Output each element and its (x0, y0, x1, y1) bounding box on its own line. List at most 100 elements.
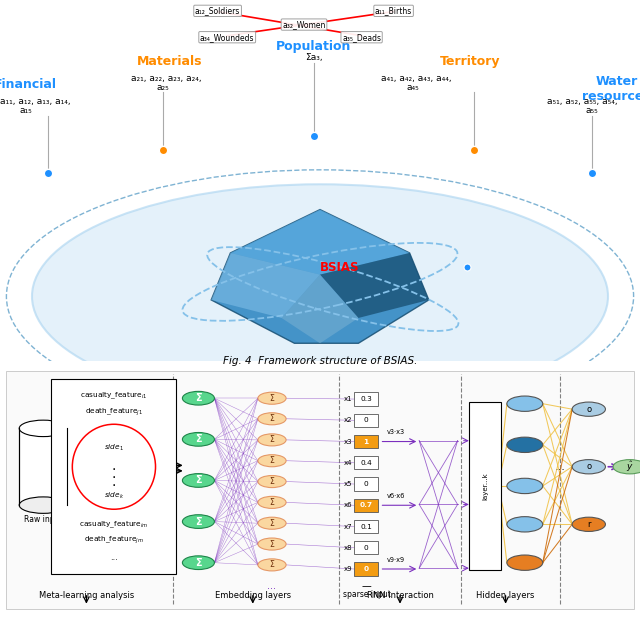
Text: Σ: Σ (195, 434, 202, 444)
Text: x9: x9 (344, 566, 352, 572)
Circle shape (258, 475, 286, 488)
Text: layer...k: layer...k (482, 472, 488, 500)
Circle shape (182, 391, 214, 405)
Text: Σ: Σ (269, 456, 275, 465)
Ellipse shape (19, 497, 67, 513)
Text: 0.1: 0.1 (360, 523, 372, 530)
Text: Σ: Σ (269, 394, 275, 402)
Ellipse shape (32, 184, 608, 408)
FancyBboxPatch shape (354, 435, 378, 448)
Text: Σ: Σ (269, 540, 275, 549)
Circle shape (258, 517, 286, 530)
Text: RNN interaction: RNN interaction (367, 591, 433, 600)
Text: Σ: Σ (269, 435, 275, 444)
Text: 0.4: 0.4 (360, 460, 372, 466)
Text: $\hat{y}$: $\hat{y}$ (626, 459, 634, 474)
Text: a₁₁, a₁₂, a₁₃, a₁₄,: a₁₁, a₁₂, a₁₃, a₁₄, (0, 97, 70, 107)
Circle shape (182, 515, 214, 528)
Text: sparse input: sparse input (343, 590, 390, 599)
FancyBboxPatch shape (354, 520, 378, 533)
Polygon shape (230, 209, 410, 275)
Text: death_feature$_{jm}$: death_feature$_{jm}$ (84, 535, 144, 546)
Text: a₃₂_Women: a₃₂_Women (282, 20, 326, 29)
Text: 0: 0 (364, 566, 369, 572)
Circle shape (258, 413, 286, 425)
Text: a₅₁, a₅₂, a₅₅, a₅₄,: a₅₁, a₅₂, a₅₅, a₅₄, (547, 97, 618, 107)
Text: Σ: Σ (269, 519, 275, 528)
Text: x3: x3 (344, 439, 352, 445)
Text: Σ: Σ (269, 477, 275, 486)
Text: a₃₅_Deads: a₃₅_Deads (342, 33, 381, 42)
Text: Hidden layers: Hidden layers (476, 591, 535, 600)
Circle shape (572, 517, 605, 531)
Text: 0.3: 0.3 (360, 396, 372, 402)
FancyBboxPatch shape (19, 429, 67, 505)
FancyBboxPatch shape (354, 498, 378, 512)
Text: x7: x7 (344, 523, 352, 530)
Text: Σ: Σ (195, 475, 202, 485)
Circle shape (613, 460, 640, 474)
Text: x5: x5 (344, 481, 352, 487)
Text: v6·x6: v6·x6 (387, 493, 404, 499)
Text: x1: x1 (344, 396, 352, 402)
Text: Financial: Financial (0, 78, 57, 92)
Circle shape (258, 455, 286, 467)
Circle shape (572, 460, 605, 474)
Text: side$_k$: side$_k$ (104, 490, 124, 501)
Circle shape (182, 432, 214, 446)
Text: 0: 0 (364, 481, 369, 487)
Circle shape (258, 434, 286, 446)
Text: .: . (112, 467, 116, 480)
Text: Fig. 4  Framework structure of BSIAS.: Fig. 4 Framework structure of BSIAS. (223, 356, 417, 366)
Text: Territory: Territory (440, 55, 500, 68)
Text: Embedding layers: Embedding layers (215, 591, 291, 600)
Text: a₁₅: a₁₅ (19, 107, 32, 115)
Circle shape (182, 473, 214, 487)
FancyBboxPatch shape (354, 392, 378, 406)
Text: casualty_feature$_{im}$: casualty_feature$_{im}$ (79, 519, 148, 530)
Text: x6: x6 (344, 502, 352, 508)
FancyBboxPatch shape (354, 456, 378, 469)
Text: o: o (586, 405, 591, 414)
Text: a₃₄_Woundeds: a₃₄_Woundeds (200, 33, 255, 42)
Polygon shape (282, 275, 358, 343)
Text: v9·x9: v9·x9 (387, 557, 404, 563)
Text: BSIAS: BSIAS (319, 261, 359, 274)
FancyBboxPatch shape (354, 541, 378, 554)
Polygon shape (211, 209, 429, 343)
Text: .: . (112, 459, 116, 473)
Text: side$_1$: side$_1$ (104, 442, 124, 453)
Circle shape (507, 437, 543, 452)
Text: a₄₁, a₄₂, a₄₃, a₄₄,: a₄₁, a₄₂, a₄₃, a₄₄, (381, 74, 451, 83)
Text: r: r (587, 520, 591, 529)
FancyBboxPatch shape (51, 379, 176, 574)
Circle shape (572, 402, 605, 416)
Text: Σa₃,: Σa₃, (305, 54, 323, 62)
Text: ...: ... (268, 581, 276, 591)
Text: x4: x4 (344, 460, 352, 466)
Circle shape (507, 478, 543, 493)
Text: casualty_feature$_{i1}$: casualty_feature$_{i1}$ (80, 390, 148, 401)
Text: 0: 0 (364, 417, 369, 423)
Circle shape (507, 516, 543, 532)
Text: a₁₂_Soldiers: a₁₂_Soldiers (195, 6, 240, 16)
Text: a₅₅: a₅₅ (586, 107, 598, 115)
Circle shape (507, 396, 543, 411)
Circle shape (258, 538, 286, 550)
Text: 0: 0 (364, 545, 369, 551)
Text: Σ: Σ (195, 516, 202, 526)
Text: a₂₅: a₂₅ (157, 83, 170, 92)
Circle shape (258, 392, 286, 404)
Polygon shape (211, 253, 320, 318)
Circle shape (258, 559, 286, 571)
Text: Water
resources: Water resources (582, 75, 640, 103)
FancyBboxPatch shape (354, 477, 378, 490)
Text: death_feature$_{j1}$: death_feature$_{j1}$ (85, 406, 143, 417)
Text: a₄₅: a₄₅ (406, 83, 419, 92)
Polygon shape (320, 253, 429, 318)
Text: —: — (362, 581, 372, 591)
Text: o: o (586, 462, 591, 471)
FancyBboxPatch shape (354, 563, 378, 576)
FancyBboxPatch shape (354, 414, 378, 427)
Text: a₂₁, a₂₂, a₂₃, a₂₄,: a₂₁, a₂₂, a₂₃, a₂₄, (131, 74, 202, 83)
